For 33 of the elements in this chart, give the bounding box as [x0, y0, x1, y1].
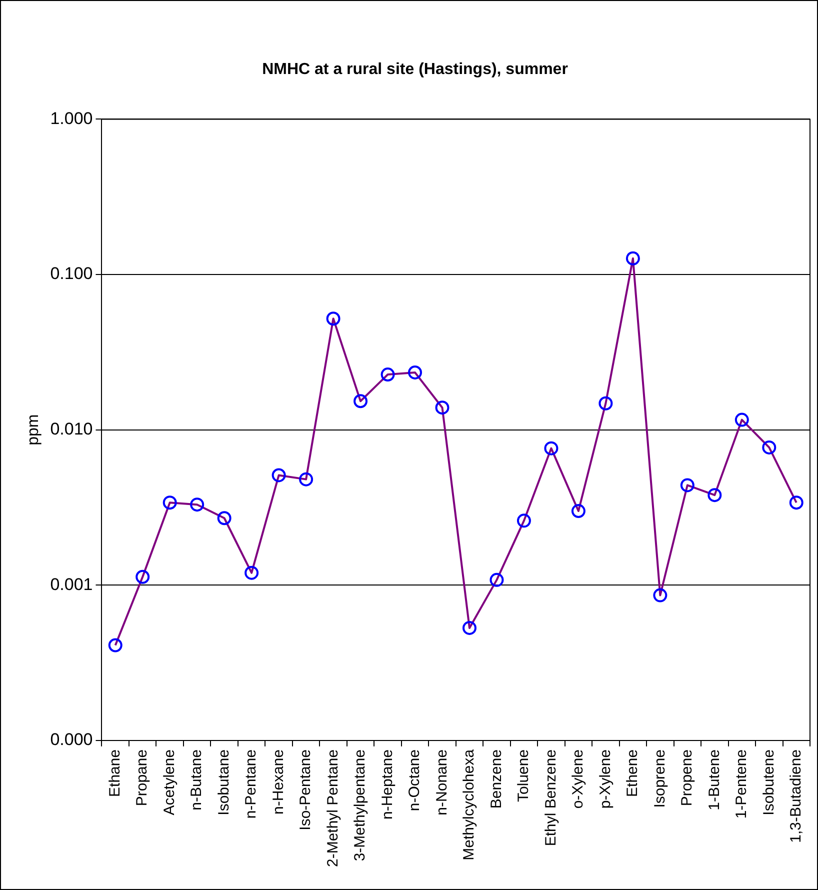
- x-tick-label: Benzene: [488, 749, 505, 809]
- x-tick-label: n-Heptane: [378, 749, 396, 820]
- y-tick-label: 0.001: [50, 574, 93, 594]
- x-tick-label: Toluene: [515, 749, 532, 802]
- x-tick-label: p-Xylene: [596, 749, 614, 809]
- chart-title: NMHC at a rural site (Hastings), summer: [262, 61, 568, 78]
- x-tick-label: Ethene: [624, 749, 642, 797]
- y-tick-label: 1.000: [50, 108, 93, 128]
- x-tick-label: Isoprene: [651, 749, 668, 808]
- x-tick-label: 1,3-Butadiene: [788, 749, 805, 843]
- x-tick-label: 1-Butene: [706, 749, 723, 810]
- x-tick-label: Isobutane: [215, 749, 232, 816]
- y-tick-label: 0.100: [50, 264, 93, 284]
- x-tick-label: n-Nonane: [433, 749, 450, 816]
- y-tick-label: 0.010: [50, 420, 93, 439]
- x-tick-label: o-Xylene: [570, 749, 587, 809]
- x-tick-label: n-Butane: [188, 749, 206, 810]
- x-tick-label: Methylcyclohexa: [460, 748, 478, 860]
- y-axis-title: ppm: [25, 414, 42, 446]
- x-tick-label: Acetylene: [160, 749, 178, 816]
- x-tick-label: 3-Methylpentane: [352, 749, 369, 862]
- x-tick-label: 2-Methyl Pentane: [324, 749, 342, 868]
- x-tick-label: Propene: [678, 749, 696, 806]
- y-tick-label: 0.000: [50, 730, 93, 750]
- x-tick-label: Ethyl Benzene: [542, 749, 560, 846]
- x-tick-label: Propane: [134, 749, 151, 806]
- x-tick-label: 1-Pentene: [733, 749, 750, 819]
- x-tick-label: n-Octane: [406, 749, 424, 812]
- x-tick-label: Isobutene: [760, 749, 778, 816]
- x-tick-label: Ethane: [106, 749, 124, 797]
- x-tick-label: n-Hexane: [270, 749, 287, 814]
- x-tick-label: n-Pentane: [242, 749, 260, 819]
- x-tick-label: Iso-Pentane: [297, 749, 314, 830]
